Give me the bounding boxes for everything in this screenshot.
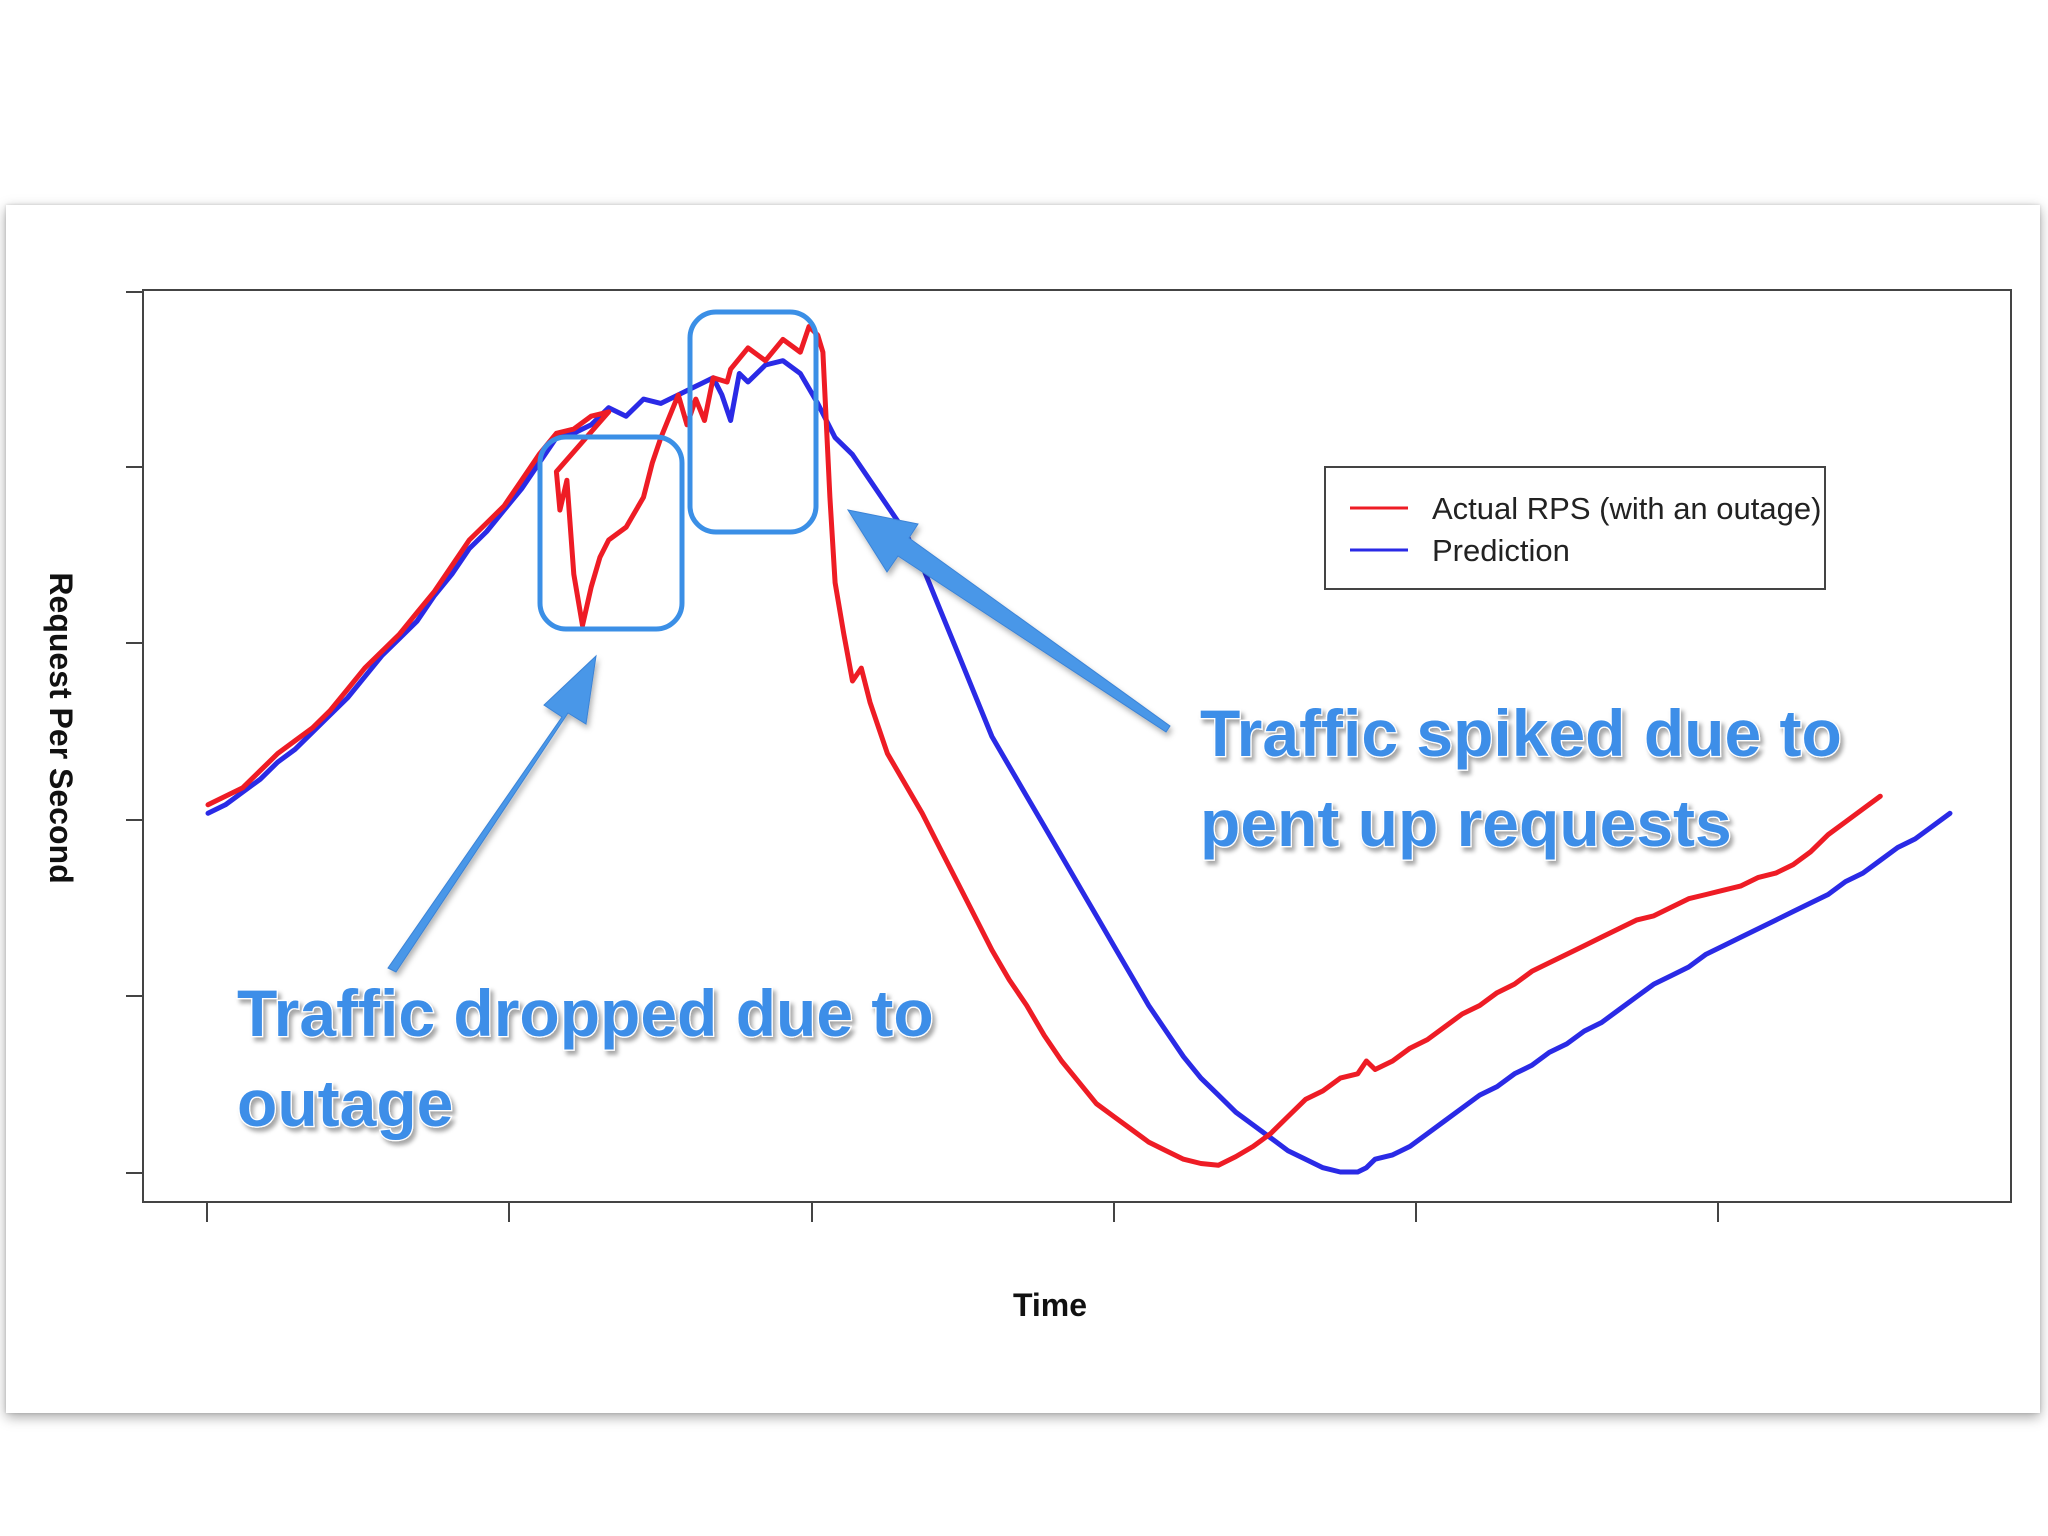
legend: Actual RPS (with an outage) Prediction — [1324, 466, 1826, 590]
series-line-prediction — [205, 358, 1953, 1175]
callout-arrow-outage — [387, 654, 597, 973]
x-axis — [206, 1202, 1719, 1222]
x-axis-label: Time — [1013, 1287, 1087, 1323]
annotation-outage-line1: Traffic dropped due to — [237, 976, 934, 1050]
annotation-spike-line2: pent up requests — [1200, 786, 1732, 860]
legend-label-actual: Actual RPS (with an outage) — [1432, 491, 1821, 526]
legend-box — [1324, 466, 1826, 590]
callout-arrow-spike — [846, 509, 1171, 733]
annotation-outage-line2: outage — [237, 1066, 453, 1140]
highlight-box-spike — [687, 309, 819, 535]
highlight-box-outage — [537, 434, 685, 632]
legend-label-prediction: Prediction — [1432, 533, 1570, 568]
plot-frame — [142, 289, 2012, 1203]
y-axis — [126, 291, 143, 1174]
slide-frame — [6, 205, 2040, 1413]
annotation-spike-line1: Traffic spiked due to — [1200, 696, 1842, 770]
y-axis-label: Request Per Second — [43, 572, 79, 883]
